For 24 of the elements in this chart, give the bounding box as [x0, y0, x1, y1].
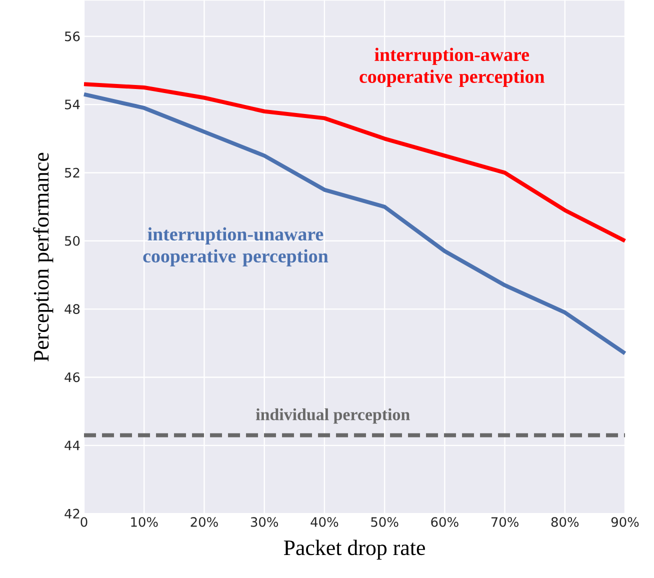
- y-tick-label: 48: [64, 304, 80, 314]
- x-tick-label: 30%: [250, 517, 278, 528]
- y-tick-label: 50: [65, 236, 80, 246]
- y-tick-label: 52: [65, 168, 80, 178]
- x-tick-label: 70%: [491, 517, 518, 528]
- x-tick-label: 90%: [611, 517, 639, 528]
- x-tick-label: 60%: [431, 517, 458, 528]
- x-tick-label: 20%: [190, 517, 218, 528]
- x-axis-title: Packet drop rate: [284, 540, 425, 560]
- ref-line-label: individual perception: [256, 408, 410, 424]
- text: interruption-aware cooperative perception: [360, 48, 544, 88]
- x-tick-label: 80%: [551, 517, 579, 528]
- x-tick-label: 50%: [371, 517, 398, 528]
- y-tick-label: 42: [64, 508, 80, 519]
- y-axis-title: Perception performance: [33, 153, 54, 362]
- y-tick-label: 46: [64, 372, 80, 382]
- y-tick-label: 54: [65, 100, 80, 110]
- series-label: interruption-unaware cooperative perception: [143, 228, 328, 267]
- x-tick-label: 40%: [310, 517, 338, 528]
- y-tick-label: 44: [64, 440, 80, 450]
- x-tick-label: 0: [80, 517, 88, 528]
- x-tick-label: 10%: [131, 517, 158, 528]
- y-tick-label: 56: [65, 32, 80, 42]
- line-series: [82, 92, 628, 356]
